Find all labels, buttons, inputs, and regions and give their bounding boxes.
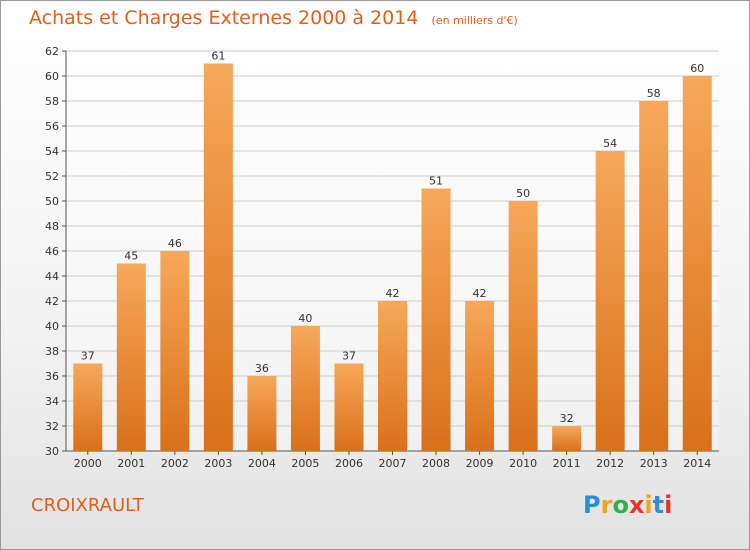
y-tick-label: 30 — [45, 445, 59, 458]
bar-value-label: 61 — [211, 50, 225, 63]
y-tick-label: 42 — [45, 295, 59, 308]
y-tick-label: 36 — [45, 370, 59, 383]
bar — [290, 326, 320, 451]
commune-name: CROIXRAULT — [31, 495, 144, 516]
y-tick-label: 40 — [45, 320, 59, 333]
x-tick-label: 2001 — [117, 457, 145, 470]
bar-value-label: 51 — [429, 175, 443, 188]
bar-layer — [73, 63, 712, 451]
bar-value-label: 54 — [603, 137, 617, 150]
bar — [160, 251, 190, 451]
bar-value-label: 45 — [124, 250, 138, 263]
x-tick-label: 2013 — [640, 457, 668, 470]
bar — [508, 201, 538, 451]
x-tick-label: 2003 — [204, 457, 232, 470]
y-tick-label: 62 — [45, 45, 59, 58]
y-tick-label: 54 — [45, 145, 59, 158]
logo-letter: i — [664, 491, 673, 519]
y-tick-label: 44 — [45, 270, 59, 283]
bar-value-label: 50 — [516, 187, 530, 200]
bar-value-label: 58 — [647, 87, 661, 100]
x-tick-label: 2004 — [248, 457, 276, 470]
label-layer: 37 45 46 61 36 40 37 42 51 42 50 32 54 58 60 — [81, 50, 704, 426]
x-tick-label: 2011 — [553, 457, 581, 470]
x-tick-label: 2010 — [509, 457, 537, 470]
logo-letter: r — [600, 491, 613, 519]
logo-letter: P — [583, 491, 601, 519]
bar — [465, 301, 495, 451]
bar — [552, 426, 582, 451]
x-tick-label: 2009 — [466, 457, 494, 470]
y-tick-label: 60 — [45, 70, 59, 83]
bar-value-label: 46 — [168, 237, 182, 250]
bar — [334, 363, 364, 451]
logo-letter: t — [652, 491, 665, 519]
x-tick-label: 2006 — [335, 457, 363, 470]
bar — [639, 101, 669, 451]
bar — [421, 188, 451, 451]
y-tick-label: 56 — [45, 120, 59, 133]
y-tick-label: 32 — [45, 420, 59, 433]
bar-value-label: 37 — [342, 350, 356, 363]
x-tick-label: 2000 — [74, 457, 102, 470]
y-tick-label: 50 — [45, 195, 59, 208]
logo-letter: o — [612, 491, 629, 519]
bar — [682, 76, 712, 451]
chart-title: Achats et Charges Externes 2000 à 2014 — [29, 7, 419, 29]
bar — [203, 63, 233, 451]
x-tick-label: 2007 — [379, 457, 407, 470]
bar — [73, 363, 103, 451]
bar-value-label: 37 — [81, 350, 95, 363]
y-tick-label: 38 — [45, 345, 59, 358]
y-tick-label: 46 — [45, 245, 59, 258]
x-tick-label: 2002 — [161, 457, 189, 470]
bar-value-label: 36 — [255, 362, 269, 375]
title-row: Achats et Charges Externes 2000 à 2014 (… — [29, 7, 518, 29]
bar — [116, 263, 146, 451]
y-tick-label: 34 — [45, 395, 59, 408]
y-tick-label: 58 — [45, 95, 59, 108]
x-tick-label: 2014 — [683, 457, 711, 470]
y-tick-label: 52 — [45, 170, 59, 183]
bar-value-label: 40 — [298, 312, 312, 325]
bar-value-label: 42 — [473, 287, 487, 300]
chart-subtitle: (en milliers d'€) — [431, 14, 518, 27]
logo-letter: i — [644, 491, 653, 519]
bar — [595, 151, 625, 451]
y-tick-label: 48 — [45, 220, 59, 233]
logo-letter: x — [628, 491, 645, 519]
bar-value-label: 60 — [690, 62, 704, 75]
bar-value-label: 32 — [560, 412, 574, 425]
bar — [247, 376, 277, 451]
bar-value-label: 42 — [386, 287, 400, 300]
proxiti-logo: Proxiti — [583, 491, 672, 519]
x-tick-label: 2012 — [596, 457, 624, 470]
x-tick-label: 2008 — [422, 457, 450, 470]
x-tick-label: 2005 — [291, 457, 319, 470]
bar — [378, 301, 407, 451]
